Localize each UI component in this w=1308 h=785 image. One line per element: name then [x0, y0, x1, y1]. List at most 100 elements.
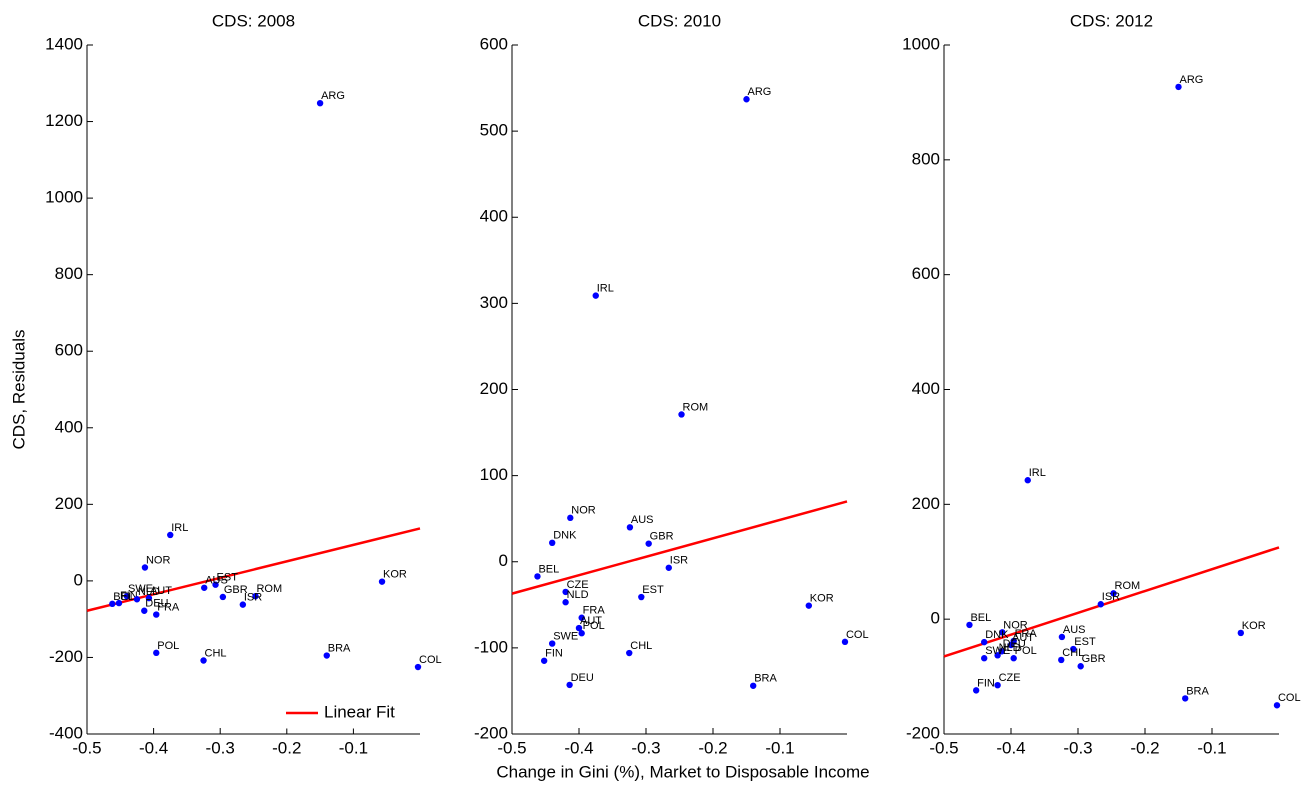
point: [1110, 590, 1117, 597]
point: [575, 624, 583, 632]
point: [750, 682, 757, 689]
point: [566, 681, 573, 689]
point-label: ROM: [683, 401, 709, 413]
point: [109, 600, 116, 608]
point: [414, 663, 422, 671]
point: [1058, 633, 1066, 641]
point-label: DEU: [571, 672, 594, 684]
x-axis-label: Change in Gini (%), Market to Disposable…: [496, 762, 869, 781]
point: [167, 531, 174, 539]
point: [145, 594, 153, 602]
point: [805, 602, 813, 609]
point-label: AUS: [205, 575, 228, 587]
point-label: ARG: [748, 86, 772, 98]
y-tick-label: -200: [49, 647, 83, 666]
x-tick-label: -0.4: [996, 738, 1025, 757]
y-tick-label: 600: [912, 264, 940, 283]
point-label: GBR: [224, 584, 248, 596]
point: [994, 681, 1001, 689]
point-label: CHL: [205, 647, 227, 659]
point: [378, 578, 386, 585]
y-tick-label: 600: [480, 34, 508, 53]
point: [1007, 641, 1015, 649]
chart-title: CDS: 2012: [1070, 11, 1153, 30]
x-tick-label: -0.1: [339, 738, 368, 757]
y-axis-label: CDS, Residuals: [9, 330, 28, 450]
point-label: ISR: [244, 592, 262, 604]
y-tick-label: 0: [499, 551, 508, 570]
y-tick-label: 1000: [45, 188, 83, 207]
point-label: AUT: [580, 615, 602, 627]
point: [540, 657, 548, 664]
point-label: FRA: [583, 605, 606, 617]
chart-title: CDS: 2008: [212, 11, 295, 30]
point-label: FIN: [120, 590, 138, 602]
point: [1024, 477, 1031, 484]
point-label: ARG: [321, 90, 345, 102]
point: [200, 657, 207, 664]
point-label: POL: [1015, 645, 1037, 657]
x-tick-label: -0.3: [1063, 738, 1092, 757]
point: [153, 611, 160, 618]
point: [981, 638, 988, 646]
point: [201, 584, 208, 591]
x-tick-label: -0.3: [631, 738, 660, 757]
point: [592, 292, 599, 299]
point: [141, 607, 148, 614]
point-label: DEU: [1003, 638, 1026, 650]
x-tick-label: -0.5: [72, 738, 101, 757]
y-tick-label: 600: [55, 341, 83, 360]
y-tick-label: -200: [474, 723, 508, 742]
fit-line: [511, 500, 848, 595]
point-label: KOR: [383, 569, 407, 581]
point: [567, 514, 574, 522]
point-label: DNK: [985, 629, 1009, 641]
y-tick-label: -200: [906, 723, 940, 742]
point: [645, 540, 652, 547]
x-tick-label: -0.2: [1130, 738, 1159, 757]
point: [665, 564, 672, 571]
y-tick-label: -100: [474, 637, 508, 656]
point-label: KOR: [1242, 620, 1266, 632]
point: [133, 596, 141, 603]
point-label: AUS: [1063, 624, 1086, 636]
point: [141, 564, 149, 571]
point: [153, 649, 160, 657]
y-tick-label: 400: [480, 207, 508, 226]
point-label: IRL: [597, 283, 614, 295]
point-label: BEL: [538, 563, 559, 575]
point-label: POL: [157, 640, 179, 652]
point-label: CZE: [999, 672, 1021, 684]
point: [1070, 645, 1077, 653]
point: [1077, 663, 1084, 670]
point-label: CZE: [567, 579, 589, 591]
y-tick-label: 1200: [45, 111, 83, 130]
point-label: ISR: [1102, 591, 1120, 603]
point: [1097, 601, 1104, 608]
point-label: GBR: [650, 531, 674, 543]
point: [743, 96, 750, 103]
point-label: KOR: [810, 593, 834, 605]
y-tick-label: 400: [55, 417, 83, 436]
point: [578, 630, 585, 637]
point: [998, 648, 1005, 655]
chart-title: CDS: 2010: [638, 11, 721, 30]
point-label: BRA: [754, 673, 777, 685]
point: [549, 640, 556, 647]
point-label: AUS: [631, 514, 654, 526]
point-label: NOR: [146, 554, 171, 566]
point-label: IRL: [1029, 467, 1046, 479]
point-label: EST: [642, 584, 664, 596]
y-tick-label: 1400: [45, 34, 83, 53]
point-label: ARG: [1180, 74, 1204, 86]
point: [994, 652, 1001, 659]
point: [534, 573, 541, 580]
point: [638, 593, 645, 601]
point-label: GBR: [1082, 653, 1106, 665]
point: [1058, 656, 1065, 664]
x-tick-label: -0.5: [929, 738, 958, 757]
point: [1273, 702, 1281, 709]
y-tick-label: 200: [480, 379, 508, 398]
point: [316, 99, 324, 107]
